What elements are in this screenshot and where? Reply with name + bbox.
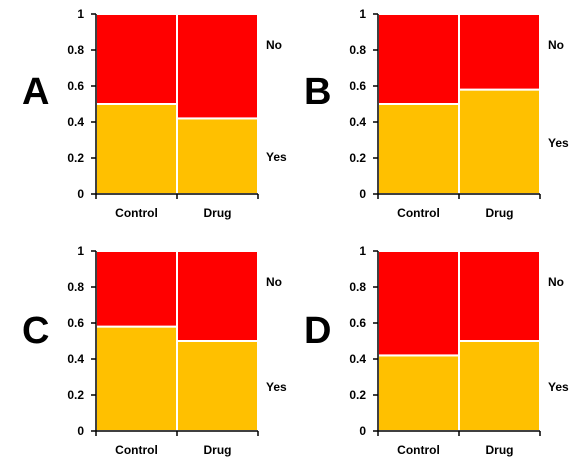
bar-segment-yes-control xyxy=(377,103,460,195)
y-tick-label: 0.4 xyxy=(67,115,84,129)
x-category-label: Control xyxy=(397,443,440,457)
y-tick-label: 0.2 xyxy=(67,151,84,165)
bar-segment-yes-control xyxy=(95,103,178,195)
y-tick-label: 0.2 xyxy=(349,151,366,165)
panel-label: B xyxy=(304,71,331,113)
bar-segment-yes-drug xyxy=(176,340,259,432)
y-tick-label: 0.4 xyxy=(349,352,366,366)
legend-label-no: No xyxy=(266,38,282,52)
bar-segment-no-control xyxy=(377,250,460,357)
y-tick-label: 1 xyxy=(77,7,84,21)
y-tick-label: 0.6 xyxy=(67,79,84,93)
panel-label: C xyxy=(22,310,49,352)
x-category-label: Control xyxy=(397,206,440,220)
bar-segment-yes-drug xyxy=(458,88,541,195)
y-tick-label: 0.8 xyxy=(349,43,366,57)
x-category-label: Control xyxy=(115,443,158,457)
x-category-label: Drug xyxy=(204,206,232,220)
legend-label-no: No xyxy=(548,38,564,52)
x-category-label: Drug xyxy=(486,443,514,457)
y-tick-label: 0.8 xyxy=(67,280,84,294)
chart-panel-a: 0 0.2 0.4 0.6 0.8 1 Control Drug A Yes No xyxy=(22,7,287,220)
chart-panel-b: 0 0.2 0.4 0.6 0.8 1 Control Drug B Yes No xyxy=(304,7,569,220)
bar-segment-no-drug xyxy=(176,13,259,120)
y-tick-label: 0 xyxy=(359,424,366,438)
y-tick-label: 0.6 xyxy=(67,316,84,330)
legend-label-no: No xyxy=(266,275,282,289)
y-tick-label: 0.8 xyxy=(349,280,366,294)
bar-segment-yes-control xyxy=(95,325,178,433)
y-tick-label: 1 xyxy=(77,244,84,258)
y-tick-label: 1 xyxy=(359,244,366,258)
y-tick-label: 0.4 xyxy=(67,352,84,366)
chart-panel-c: 0 0.2 0.4 0.6 0.8 1 Control Drug C Yes No xyxy=(22,244,287,457)
y-tick-label: 0.4 xyxy=(349,115,366,129)
legend-label-no: No xyxy=(548,275,564,289)
bar-segment-yes-control xyxy=(377,354,460,432)
y-tick-label: 1 xyxy=(359,7,366,21)
bar-segment-no-control xyxy=(95,250,178,328)
x-category-label: Drug xyxy=(486,206,514,220)
y-tick-label: 0 xyxy=(77,187,84,201)
y-tick-label: 0.2 xyxy=(349,388,366,402)
bar-segment-no-control xyxy=(95,13,178,105)
panel-label: A xyxy=(22,71,49,113)
bar-segment-no-control xyxy=(377,13,460,105)
x-category-label: Control xyxy=(115,206,158,220)
x-category-label: Drug xyxy=(204,443,232,457)
y-tick-label: 0.6 xyxy=(349,316,366,330)
bar-segment-no-drug xyxy=(458,250,541,342)
y-tick-label: 0.6 xyxy=(349,79,366,93)
bar-segment-no-drug xyxy=(176,250,259,342)
legend-label-yes: Yes xyxy=(548,380,569,394)
legend-label-yes: Yes xyxy=(266,150,287,164)
bar-segment-yes-drug xyxy=(176,117,259,195)
legend-label-yes: Yes xyxy=(266,380,287,394)
bar-segment-no-drug xyxy=(458,13,541,91)
y-tick-label: 0 xyxy=(359,187,366,201)
panel-label: D xyxy=(304,310,331,352)
chart-panel-d: 0 0.2 0.4 0.6 0.8 1 Control Drug D Yes No xyxy=(304,244,569,457)
bar-segment-yes-drug xyxy=(458,340,541,432)
y-tick-label: 0.2 xyxy=(67,388,84,402)
y-tick-label: 0 xyxy=(77,424,84,438)
y-tick-label: 0.8 xyxy=(67,43,84,57)
legend-label-yes: Yes xyxy=(548,136,569,150)
